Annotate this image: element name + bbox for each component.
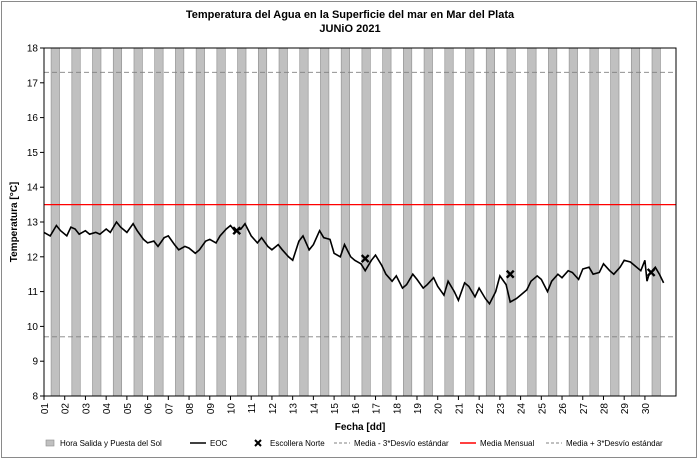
x-tick-label: 27 — [579, 403, 590, 415]
y-tick-label: 13 — [27, 218, 39, 229]
daylight-bar — [465, 47, 475, 397]
y-tick-label: 8 — [32, 392, 38, 403]
x-tick-label: 01 — [40, 403, 51, 415]
chart-subtitle: JUNiO 2021 — [319, 23, 381, 35]
daylight-bar — [299, 47, 309, 397]
daylight-bar — [382, 47, 392, 397]
legend-escollera-norte: Escollera Norte — [254, 439, 325, 448]
daylight-bar — [340, 47, 350, 397]
daylight-bar — [133, 47, 143, 397]
daylight-bar — [403, 47, 413, 397]
daylight-bar — [651, 47, 661, 397]
legend-std-plus: Media + 3*Desvío estándar — [546, 439, 663, 448]
x-tick-label: 20 — [434, 403, 445, 415]
daylight-bar — [444, 47, 454, 397]
x-tick-label: 23 — [496, 403, 507, 415]
x-tick-label: 06 — [144, 403, 155, 415]
daylight-bar — [92, 47, 102, 397]
series-line-eoc — [43, 220, 665, 306]
y-tick-label: 12 — [27, 252, 39, 263]
daylight-bar — [610, 47, 620, 397]
x-tick-label: 15 — [330, 403, 341, 415]
x-tick-label: 07 — [164, 403, 175, 415]
legend-label: Hora Salida y Puesta del Sol — [60, 439, 162, 448]
x-tick-label: 10 — [226, 403, 237, 415]
x-axis-label: Fecha [dd] — [335, 422, 386, 433]
x-tick-label: 24 — [517, 403, 528, 415]
daylight-bar — [237, 47, 247, 397]
daylight-bar — [257, 47, 268, 397]
daylight-bar — [589, 47, 599, 397]
x-tick-label: 17 — [372, 403, 383, 415]
legend-label: Media - 3*Desvío estándar — [354, 439, 449, 448]
x-tick-label: 28 — [599, 403, 610, 415]
marker-escollera-norte — [360, 254, 370, 263]
daylight-bar — [154, 47, 164, 397]
y-axis-label: Temperatura [°C] — [9, 182, 20, 263]
marker-escollera-norte — [646, 268, 656, 277]
x-tick-label: 12 — [268, 403, 279, 415]
y-tick-label: 9 — [32, 357, 38, 368]
daylight-bar — [527, 47, 537, 397]
x-tick-label: 18 — [392, 403, 403, 415]
daylight-bar — [506, 47, 516, 397]
y-tick-label: 18 — [27, 44, 39, 55]
legend-std-minus: Media - 3*Desvío estándar — [334, 439, 449, 448]
daylight-bar — [71, 47, 81, 397]
legend-swatch — [254, 439, 262, 447]
y-tick-label: 15 — [27, 148, 39, 159]
y-tick-label: 10 — [27, 322, 39, 333]
x-tick-label: 11 — [247, 403, 258, 414]
y-tick-label: 14 — [27, 183, 39, 194]
daylight-bar — [195, 47, 205, 397]
x-tick-label: 26 — [558, 403, 569, 415]
daylight-bar — [278, 47, 288, 397]
chart-title: Temperatura del Agua en la Superficie de… — [185, 9, 515, 21]
daylight-bar — [423, 47, 433, 397]
x-tick-label: 21 — [454, 403, 465, 415]
x-tick-label: 14 — [309, 403, 320, 415]
daylight-bar — [548, 47, 558, 397]
legend-daylight: Hora Salida y Puesta del Sol — [45, 439, 162, 448]
daylight-bar — [216, 47, 226, 397]
legend-label: Media Mensual — [480, 439, 534, 448]
daylight-bar — [320, 47, 330, 397]
legend-label: EOC — [210, 439, 228, 448]
x-tick-label: 22 — [475, 403, 486, 415]
marker-escollera-norte — [505, 269, 515, 279]
x-tick-label: 16 — [351, 403, 362, 415]
x-tick-label: 19 — [413, 403, 424, 415]
x-tick-label: 13 — [289, 403, 300, 415]
x-tick-label: 03 — [81, 403, 92, 415]
x-tick-label: 30 — [641, 403, 652, 415]
daylight-bar — [175, 47, 185, 397]
x-tick-label: 09 — [206, 403, 217, 415]
legend-label: Media + 3*Desvío estándar — [566, 439, 663, 448]
y-tick-label: 11 — [28, 287, 39, 298]
x-tick-label: 29 — [620, 403, 631, 415]
x-tick-label: 08 — [185, 403, 196, 415]
daylight-bar — [361, 47, 371, 397]
x-tick-label: 05 — [123, 403, 134, 415]
legend-label: Escollera Norte — [270, 439, 325, 448]
y-tick-label: 17 — [27, 78, 39, 89]
legend-eoc: EOC — [190, 439, 228, 448]
y-tick-label: 16 — [27, 113, 39, 124]
x-tick-label: 02 — [61, 403, 72, 415]
daylight-bar — [485, 47, 495, 397]
daylight-bar — [630, 47, 641, 397]
x-tick-label: 25 — [537, 403, 548, 415]
legend-monthly-mean: Media Mensual — [460, 439, 534, 448]
legend-swatch — [45, 439, 55, 447]
marker-escollera-norte — [232, 226, 242, 236]
daylight-bar — [568, 47, 578, 397]
daylight-bar — [50, 47, 60, 397]
x-tick-label: 04 — [102, 403, 113, 415]
